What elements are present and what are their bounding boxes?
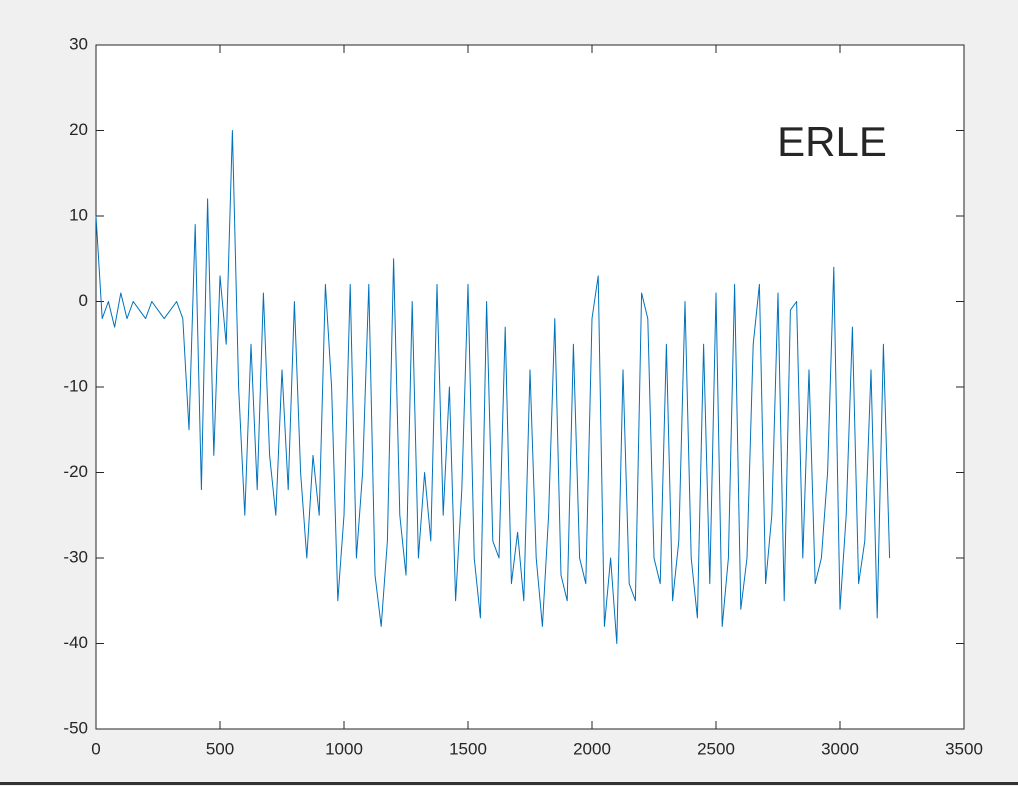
x-tick-label: 1000 xyxy=(325,739,363,758)
y-tick-label: 10 xyxy=(69,205,88,224)
line-series xyxy=(95,130,891,644)
x-tick-label: 0 xyxy=(91,739,100,758)
x-tick-label: 3000 xyxy=(821,739,859,758)
y-tick-label: -50 xyxy=(63,718,88,737)
y-tick-label: 20 xyxy=(69,120,88,139)
y-tick-label: -30 xyxy=(63,547,88,566)
y-tick-label: 30 xyxy=(69,34,88,53)
y-tick-label: 0 xyxy=(79,291,88,310)
y-tick-label: -20 xyxy=(63,462,88,481)
x-tick-label: 2500 xyxy=(697,739,735,758)
x-tick-label: 2000 xyxy=(573,739,611,758)
x-tick-label: 1500 xyxy=(449,739,487,758)
x-tick-label: 3500 xyxy=(945,739,983,758)
y-tick-label: -40 xyxy=(63,633,88,652)
x-tick-label: 500 xyxy=(206,739,234,758)
y-tick-label: -10 xyxy=(63,376,88,395)
annotation: ERLE xyxy=(777,118,887,165)
